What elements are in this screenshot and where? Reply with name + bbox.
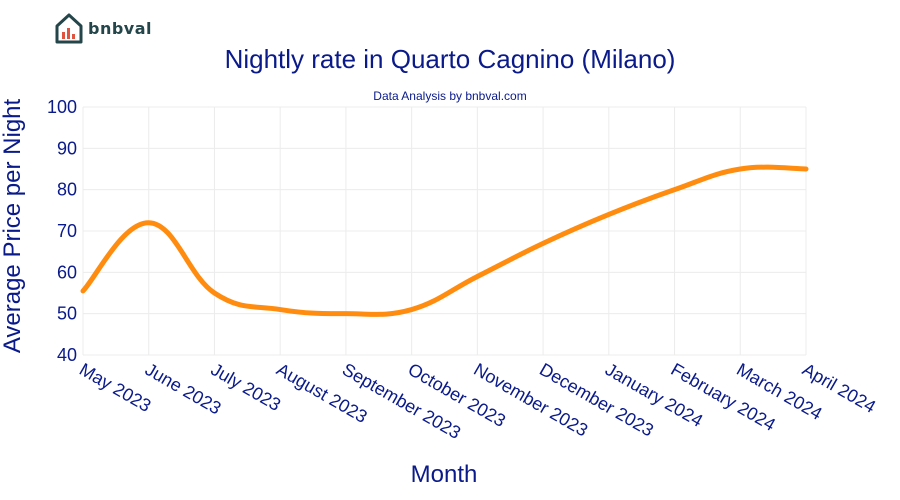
chart-title: Nightly rate in Quarto Cagnino (Milano) xyxy=(224,44,676,74)
y-tick-label: 60 xyxy=(57,262,77,282)
y-tick-label: 100 xyxy=(47,97,77,117)
brand-logo: bnbval xyxy=(54,12,152,44)
house-chart-icon xyxy=(55,13,83,44)
grid-lines xyxy=(82,106,807,356)
y-tick-label: 70 xyxy=(57,221,77,241)
x-tick-label: May 2023 xyxy=(76,359,154,416)
y-tick-label: 50 xyxy=(57,304,77,324)
x-tick-label: November 2023 xyxy=(470,359,591,440)
y-axis-label: Average Price per Night xyxy=(0,98,26,353)
y-tick-label: 80 xyxy=(57,180,77,200)
x-axis-label: Month xyxy=(411,461,478,488)
y-axis-ticks: 40 50 60 70 80 90 100 xyxy=(47,97,77,365)
y-tick-label: 40 xyxy=(57,345,77,365)
series-line xyxy=(80,164,809,317)
brand-name: bnbval xyxy=(88,18,153,38)
chart-subtitle: Data Analysis by bnbval.com xyxy=(373,89,527,103)
y-tick-label: 90 xyxy=(57,138,77,158)
x-tick-label: December 2023 xyxy=(536,359,657,440)
